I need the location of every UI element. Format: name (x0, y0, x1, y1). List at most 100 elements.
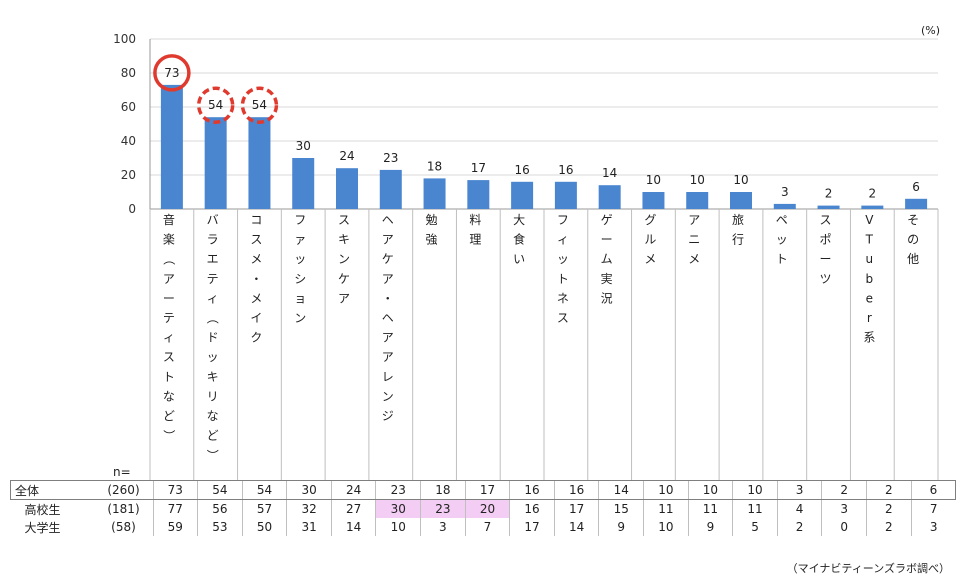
category-label-char: の (907, 233, 919, 247)
bar (861, 205, 884, 209)
table-cell: 77 (152, 499, 198, 518)
table-cell: 11 (687, 499, 733, 518)
category-label-char: ・ (382, 291, 394, 305)
category-label-char: コ (250, 213, 262, 227)
y-tick-label: 80 (121, 66, 136, 80)
category-label-char: e (866, 291, 873, 305)
bar (730, 192, 752, 209)
table-cell: 11 (643, 499, 689, 518)
table-cell: 3 (910, 518, 956, 536)
table-cell: 17 (509, 518, 555, 536)
category-labels: 音楽（アーティストなど）バラエティ（ドッキリなど）コスメ・メイクファッションスキ… (162, 212, 919, 461)
category-label-char: ペ (776, 213, 788, 227)
table-cell: 3 (776, 480, 822, 500)
table-cell: 10 (375, 518, 421, 536)
data-label: 10 (733, 173, 748, 187)
n-label: n= (113, 465, 131, 479)
category-label: アニメ (688, 213, 700, 266)
row-label: 大学生 (24, 520, 61, 535)
category-label: その他 (907, 213, 919, 266)
data-label: 30 (296, 139, 311, 153)
category-label-char: ） (162, 430, 176, 442)
category-label-char: 旅 (732, 213, 744, 227)
bar (423, 178, 446, 209)
category-label-char: ・ (250, 272, 262, 286)
category-label-char: ィ (163, 331, 175, 345)
table-cell: 32 (286, 499, 332, 518)
data-label: 2 (869, 187, 877, 201)
table-row: 全体 (260) 73 54 54 30 24 23 18 17 16 16 14 10 10 10 3 2 2 6 (10, 480, 957, 500)
table-cell: 56 (197, 499, 243, 518)
category-label: 大食い (513, 213, 525, 266)
category-label-char: ト (557, 272, 569, 286)
unit-label: (%) (921, 24, 940, 37)
y-tick-label: 100 (113, 32, 136, 46)
category-label-char: バ (207, 213, 219, 227)
category-label-char: ケ (382, 252, 394, 266)
category-label-char: ア (382, 272, 394, 286)
bar (773, 203, 796, 209)
row-n: (58) (111, 520, 136, 534)
bar (467, 180, 490, 209)
category-label-char: ン (294, 311, 306, 325)
category-label-char: そ (907, 213, 919, 227)
category-label-char: エ (207, 252, 219, 266)
category-label-char: ト (163, 370, 175, 384)
category-label-char: メ (688, 252, 700, 266)
highlight-circle (153, 54, 191, 92)
data-labels: 73 54 54 30 24 23 18 17 16 16 14 10 10 10 3 2 2 6 (164, 66, 920, 201)
y-axis-ticks: 0 20 40 60 80 100 (113, 32, 136, 216)
category-label-char: ラ (207, 233, 219, 247)
table-cell: 18 (420, 480, 466, 500)
table-cell: 73 (152, 480, 198, 500)
table-cell: 10 (732, 480, 778, 500)
table-cell: 54 (197, 480, 243, 500)
table-cell: 31 (286, 518, 332, 536)
category-label-char: シ (294, 272, 306, 286)
y-tick-label: 20 (121, 168, 136, 182)
category-label-char: ン (338, 252, 350, 266)
category-label-char: ョ (294, 291, 306, 305)
category-label-char: 楽 (163, 233, 175, 247)
table-cell: 17 (464, 480, 510, 500)
sample-size-table: 全体 (260) 73 54 54 30 24 23 18 17 16 16 14 10 10 10 3 2 2 6 高… (10, 480, 957, 536)
table-cell: 24 (330, 480, 376, 500)
category-label: 料理 (469, 213, 481, 247)
category-label-char: グ (644, 213, 656, 227)
category-label-char: ィ (557, 233, 569, 247)
category-label-char: 音 (163, 212, 175, 227)
category-label-char: な (163, 389, 175, 403)
category-label-char: 食 (513, 232, 525, 247)
category-label-char: ス (250, 233, 262, 247)
category-label-char: な (207, 409, 219, 423)
table-cell: 14 (330, 518, 376, 536)
table-cell: 57 (241, 499, 287, 518)
data-label: 17 (471, 161, 486, 175)
table-cell: 9 (598, 518, 644, 536)
table-cell: 5 (732, 518, 778, 536)
category-label-char: （ (206, 312, 220, 324)
table-row: 大学生 (58) 59 53 50 31 14 10 3 7 17 14 9 10 9 5 2 0 2 3 (11, 518, 956, 536)
category-label-char: ド (207, 331, 219, 345)
category-label-char: r (867, 311, 872, 325)
data-label: 16 (514, 163, 529, 177)
bars (160, 84, 928, 209)
y-tick-label: 60 (121, 100, 136, 114)
highlight-circle (240, 86, 279, 124)
bar (248, 117, 271, 209)
category-label-char: ク (250, 331, 262, 345)
category-label-char: ア (382, 331, 394, 345)
bar (905, 198, 928, 209)
bar (686, 192, 709, 209)
table-cell: 3 (821, 499, 867, 518)
category-label-char: ィ (207, 291, 219, 305)
data-label: 24 (339, 149, 354, 163)
category-label-char: イ (250, 311, 262, 325)
table-cell: 16 (553, 480, 599, 500)
category-label-char: 理 (469, 233, 481, 247)
data-label: 14 (602, 166, 617, 180)
